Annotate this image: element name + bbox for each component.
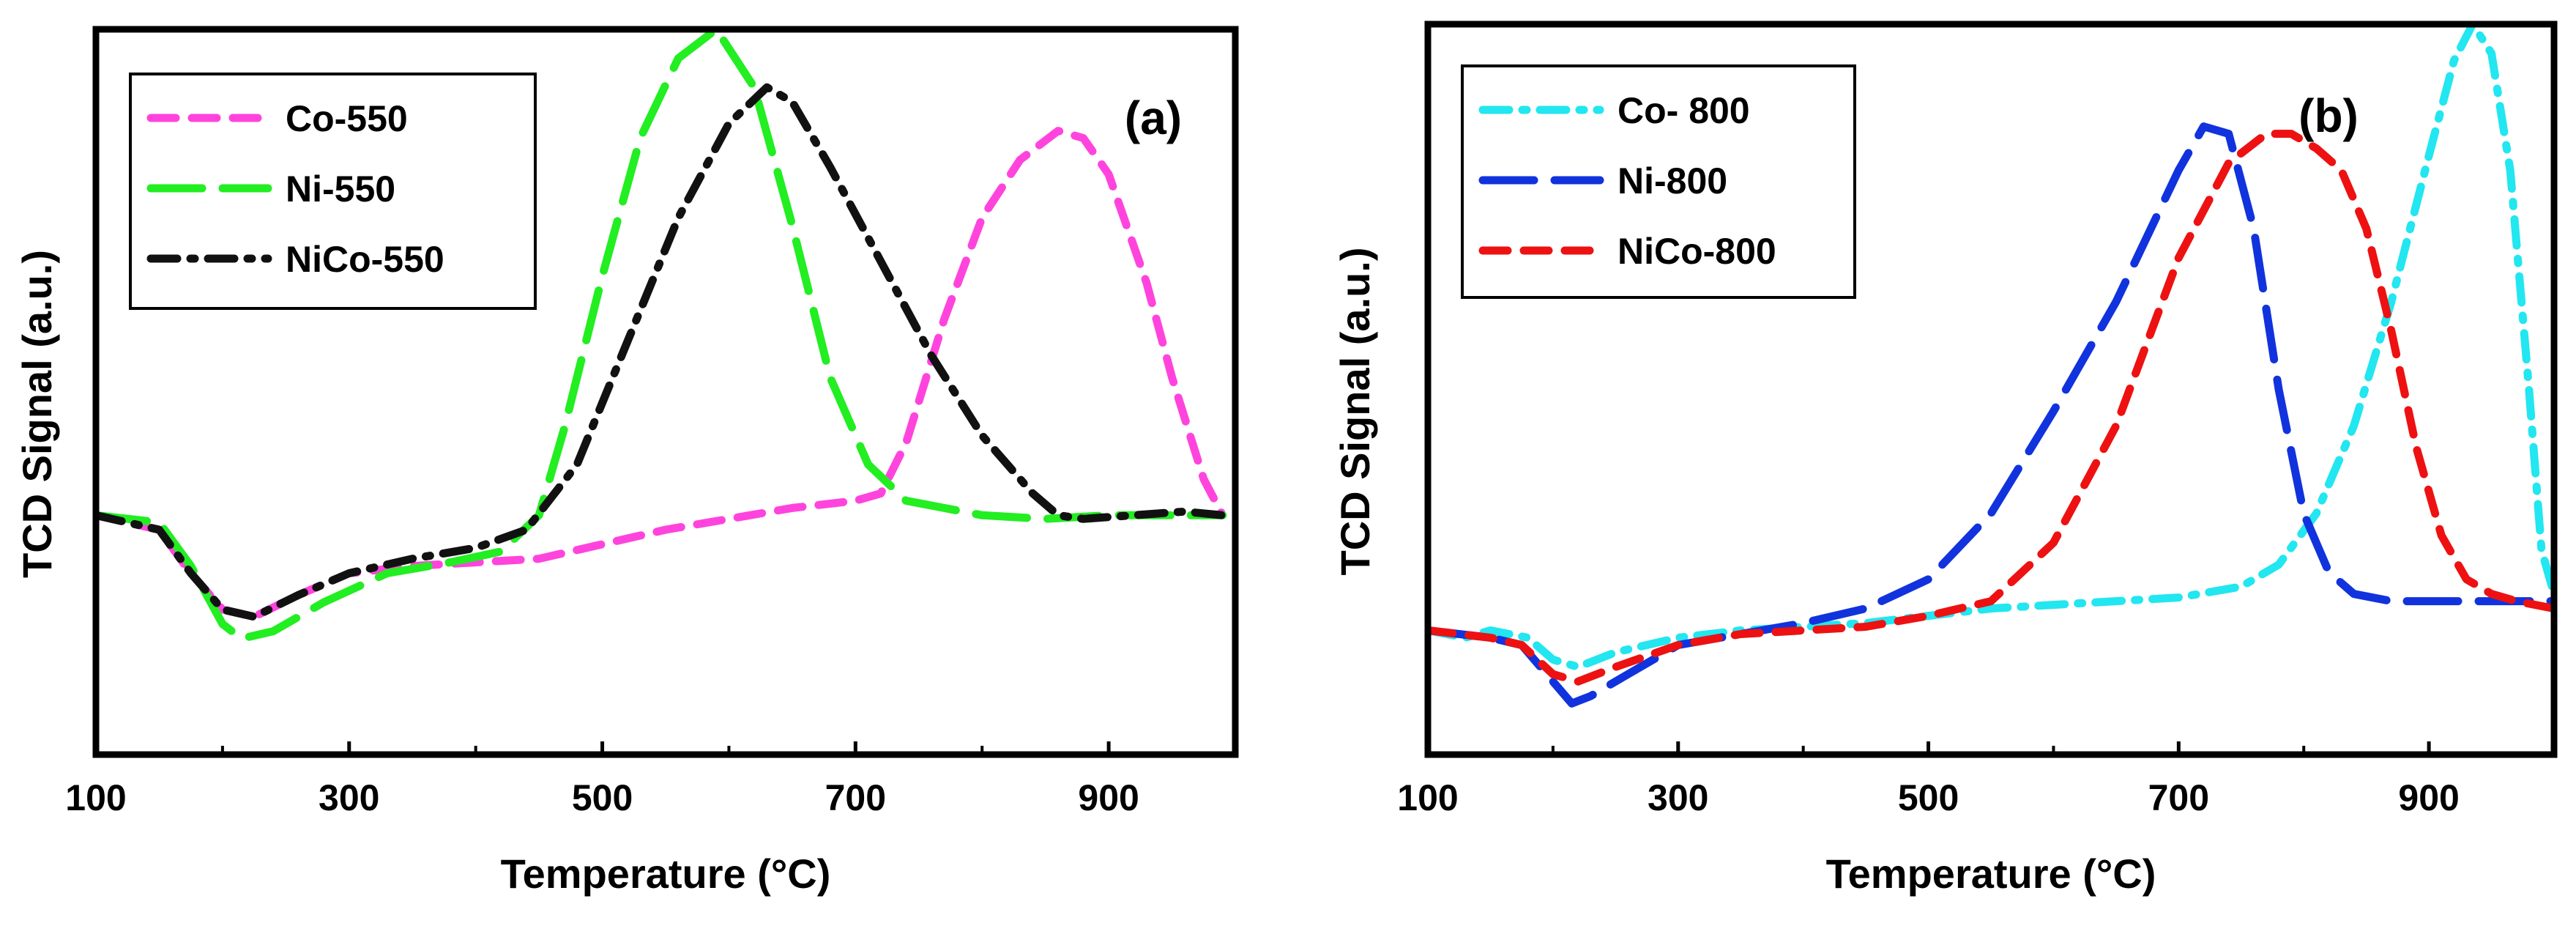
panel-label: (b) — [2298, 89, 2359, 142]
legend-label: NiCo-550 — [286, 239, 444, 280]
series-line-ni-550 — [96, 29, 1227, 643]
plot-frame — [1424, 21, 2558, 758]
panel-label: (a) — [1125, 92, 1182, 144]
x-tick-label: 900 — [2398, 777, 2459, 818]
x-tick-label: 700 — [825, 777, 886, 818]
x-tick-label: 500 — [572, 777, 633, 818]
series-line-nico-550 — [96, 83, 1227, 621]
series-line-nico-800 — [1428, 130, 2554, 686]
x-tick-label: 900 — [1078, 777, 1139, 818]
x-tick-label: 100 — [65, 777, 126, 818]
legend: Co-550 Ni-550 NiCo-550 — [129, 73, 537, 310]
x-axis-label: Temperature (°C) — [501, 851, 831, 897]
y-axis-label: TCD Signal (a.u.) — [14, 250, 60, 578]
panel-b: 100 300 500 700 900 Temperature (°C) TCD Signa… — [1332, 21, 2558, 897]
legend-label: Ni-800 — [1618, 160, 1727, 201]
legend-label: Co- 800 — [1618, 90, 1750, 131]
x-tick-label: 300 — [319, 777, 379, 818]
x-tick-label: 700 — [2148, 777, 2209, 818]
x-axis-label: Temperature (°C) — [1826, 851, 2156, 897]
legend-label: Co-550 — [286, 98, 408, 139]
x-tick-label: 300 — [1648, 777, 1708, 818]
y-axis-label: TCD Signal (a.u.) — [1332, 248, 1378, 576]
panel-a: 100 300 500 700 900 Temperature (°C) TCD Signa… — [14, 26, 1239, 897]
plot-frame — [92, 26, 1239, 758]
legend: Co- 800 Ni-800 NiCo-800 — [1461, 64, 1856, 299]
legend-label: NiCo-800 — [1618, 231, 1776, 272]
legend-label: Ni-550 — [286, 168, 395, 210]
x-tick-label: 100 — [1397, 777, 1458, 818]
x-tick-label: 500 — [1898, 777, 1959, 818]
series-line-co-800 — [1428, 24, 2554, 671]
series-line-ni-800 — [1428, 122, 2554, 708]
